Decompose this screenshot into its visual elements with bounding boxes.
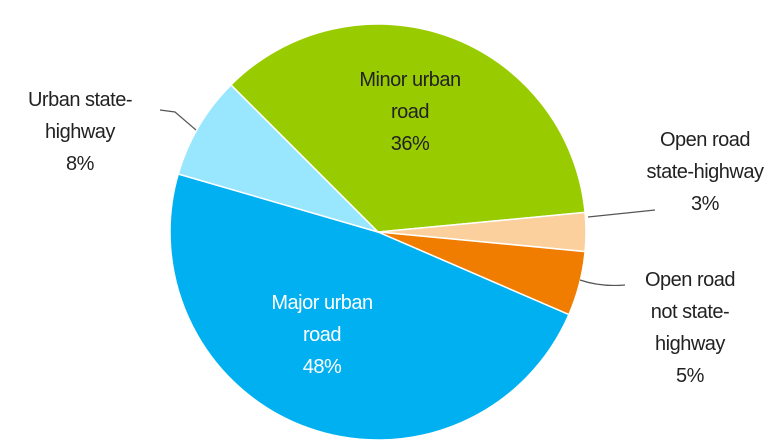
leader-line <box>587 209 656 218</box>
category: Urban state-highway <box>27 89 133 143</box>
category: Minor urban road <box>359 69 461 123</box>
value-label: 36% <box>390 133 430 155</box>
leader-line <box>159 109 197 131</box>
slice-label: Major urban road 48% <box>252 287 392 383</box>
category: Open road not state-highway <box>644 269 736 355</box>
slice-label: Minor urban road 36% <box>340 64 480 160</box>
slice-label: Open road not state-highway 5% <box>630 264 750 392</box>
pie-slice <box>229 23 586 233</box>
pie-slice <box>177 83 379 233</box>
value-label: 3% <box>691 193 719 215</box>
value-label: 48% <box>302 356 342 378</box>
category: Open road state-highway <box>646 129 764 183</box>
slice-label: Urban state-highway 8% <box>0 84 160 180</box>
slices <box>169 23 587 441</box>
slice-label: Open road state-highway 3% <box>645 124 765 220</box>
category: Major urban road <box>271 292 373 346</box>
leader-line <box>579 279 626 287</box>
value-label: 5% <box>676 365 704 387</box>
pie-slice <box>169 173 570 441</box>
value-label: 8% <box>66 153 94 175</box>
